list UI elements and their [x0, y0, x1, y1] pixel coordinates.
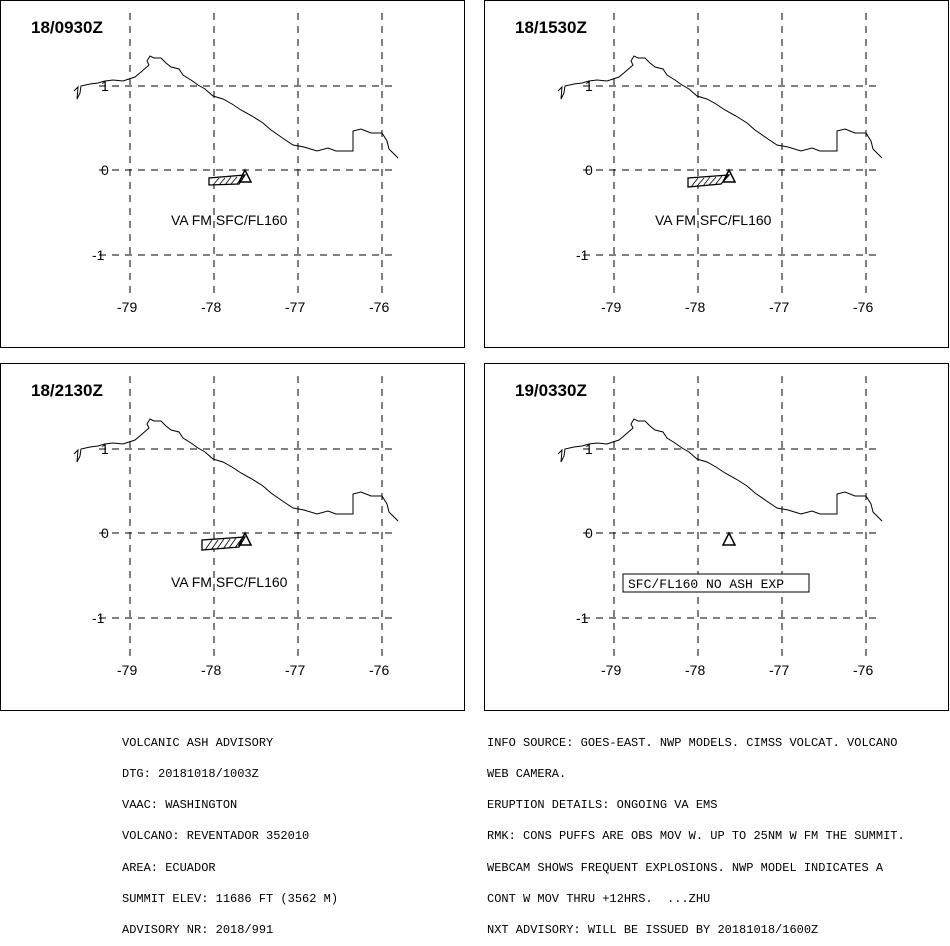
lat-tick-label: 1 — [585, 78, 593, 94]
lon-tick-label: -76 — [369, 662, 389, 678]
lat-tick-label: -1 — [576, 247, 589, 263]
graticule — [583, 13, 880, 293]
no-ash-label-box — [622, 573, 810, 593]
advisory-line: AREA: ECUADOR — [122, 860, 216, 875]
map-3: -79 -78 -77 -76 1 0 -1 VA FM SFC/FL160 — [73, 376, 399, 678]
advisory-line: INFO SOURCE: GOES-EAST. NWP MODELS. CIMS… — [487, 735, 898, 750]
advisory-line: DTG: 20181018/1003Z — [122, 767, 259, 782]
lon-tick-label: -78 — [685, 662, 705, 678]
advisory-line: SUMMIT ELEV: 11686 FT (3562 M) — [122, 891, 339, 906]
lon-tick-label: -79 — [117, 299, 137, 315]
lat-tick-label: 0 — [585, 162, 593, 178]
advisory-line: WEB CAMERA. — [487, 767, 567, 782]
advisory-line: RMK: CONS PUFFS ARE OBS MOV W. UP TO 25N… — [487, 829, 905, 844]
ash-polygon — [687, 174, 731, 188]
valid-time: 18/0930Z — [31, 18, 103, 37]
advisory-line: CONT W MOV THRU +12HRS. ...ZHU — [487, 891, 711, 906]
lat-tick-label: 1 — [101, 441, 109, 457]
volcano-triangle-icon — [721, 168, 737, 183]
coastline — [557, 418, 883, 522]
volcano-triangle-icon — [721, 531, 737, 546]
lon-tick-label: -77 — [285, 662, 305, 678]
graticule — [99, 376, 396, 656]
lon-tick-label: -77 — [285, 299, 305, 315]
ash-cloud-label: VA FM SFC/FL160 — [171, 574, 288, 590]
coastline — [557, 55, 883, 159]
ash-cloud-label: VA FM SFC/FL160 — [655, 212, 772, 228]
volcano-triangle-icon — [237, 168, 253, 183]
lat-tick-label: 1 — [101, 78, 109, 94]
advisory-details-block: INFO SOURCE: GOES-EAST. NWP MODELS. CIMS… — [487, 717, 905, 946]
ash-polygon — [208, 174, 247, 186]
valid-time: 18/2130Z — [31, 381, 103, 400]
valid-time: 18/1530Z — [515, 18, 587, 37]
lon-tick-label: -79 — [601, 299, 621, 315]
lon-tick-label: -78 — [685, 299, 705, 315]
lon-tick-label: -76 — [853, 662, 873, 678]
advisory-line: VOLCANIC ASH ADVISORY — [122, 735, 274, 750]
forecast-panel-2: -79 -78 -77 -76 1 0 -1 VA FM SFC/FL160 1… — [484, 0, 949, 348]
lat-tick-label: 0 — [585, 525, 593, 541]
advisory-line: NXT ADVISORY: WILL BE ISSUED BY 20181018… — [487, 923, 819, 938]
lat-tick-label: 1 — [585, 441, 593, 457]
lat-tick-label: 0 — [101, 525, 109, 541]
coastline — [73, 418, 399, 522]
forecast-panel-1: -79 -78 -77 -76 1 0 -1 VA FM SFC/FL160 1… — [0, 0, 465, 348]
advisory-line: ERUPTION DETAILS: ONGOING VA EMS — [487, 798, 718, 813]
graticule — [583, 376, 880, 656]
lon-tick-label: -78 — [201, 299, 221, 315]
lon-tick-label: -77 — [769, 299, 789, 315]
map-2: -79 -78 -77 -76 1 0 -1 VA FM SFC/FL160 — [557, 13, 883, 315]
volcano-triangle-icon — [237, 531, 253, 546]
ash-cloud-label: VA FM SFC/FL160 — [171, 212, 288, 228]
lon-tick-label: -76 — [369, 299, 389, 315]
forecast-panel-3: -79 -78 -77 -76 1 0 -1 VA FM SFC/FL160 1… — [0, 363, 465, 711]
no-ash-label: SFC/FL160 NO ASH EXP — [628, 577, 784, 592]
lon-tick-label: -78 — [201, 662, 221, 678]
graticule — [99, 13, 396, 293]
lat-tick-label: -1 — [92, 247, 105, 263]
lon-tick-label: -79 — [117, 662, 137, 678]
coastline — [73, 55, 399, 159]
advisory-line: VAAC: WASHINGTON — [122, 798, 238, 813]
advisory-line: WEBCAM SHOWS FREQUENT EXPLOSIONS. NWP MO… — [487, 860, 884, 875]
map-4: -79 -78 -77 -76 1 0 -1 SFC/FL160 NO ASH … — [557, 376, 883, 678]
forecast-panel-4: -79 -78 -77 -76 1 0 -1 SFC/FL160 NO ASH … — [484, 363, 949, 711]
advisory-line: ADVISORY NR: 2018/991 — [122, 923, 274, 938]
lon-tick-label: -76 — [853, 299, 873, 315]
lat-tick-label: -1 — [92, 610, 105, 626]
map-1: -79 -78 -77 -76 1 0 -1 VA FM SFC/FL160 — [73, 13, 399, 315]
lat-tick-label: -1 — [576, 610, 589, 626]
valid-time: 19/0330Z — [515, 381, 587, 400]
lon-tick-label: -79 — [601, 662, 621, 678]
advisory-line: VOLCANO: REVENTADOR 352010 — [122, 829, 310, 844]
advisory-header-block: VOLCANIC ASH ADVISORY DTG: 20181018/1003… — [122, 717, 338, 946]
ash-polygon — [201, 536, 247, 551]
lat-tick-label: 0 — [101, 162, 109, 178]
lon-tick-label: -77 — [769, 662, 789, 678]
